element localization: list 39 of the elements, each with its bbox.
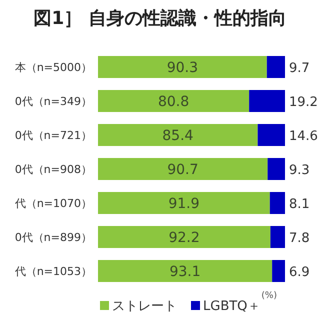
data-label: 9.3 bbox=[289, 163, 310, 178]
data-label: 91.9 bbox=[168, 196, 200, 212]
bar bbox=[249, 90, 285, 112]
text: (%) bbox=[261, 291, 277, 301]
bar bbox=[270, 226, 285, 248]
data-label: 90.7 bbox=[167, 162, 198, 178]
data-label: 92.2 bbox=[168, 230, 200, 246]
data-label: 9.7 bbox=[289, 61, 310, 76]
data-label: 7.8 bbox=[289, 231, 310, 246]
bar bbox=[258, 124, 285, 146]
bar bbox=[266, 56, 285, 78]
y-tick-label: 代（n=1053） bbox=[14, 265, 92, 278]
bar bbox=[268, 158, 285, 180]
data-label: 8.1 bbox=[289, 197, 310, 212]
data-label: 6.9 bbox=[289, 265, 310, 280]
data-label: 19.2 bbox=[289, 95, 318, 110]
bar bbox=[98, 56, 267, 78]
y-tick-label: 本（n=5000） bbox=[14, 61, 92, 74]
bar bbox=[98, 226, 270, 248]
bar bbox=[98, 158, 268, 180]
data-label: 90.3 bbox=[166, 60, 198, 76]
bar bbox=[98, 90, 250, 112]
data-label: 14.6 bbox=[289, 129, 318, 144]
bar bbox=[98, 124, 258, 146]
y-tick-label: 0代（n=908） bbox=[14, 163, 92, 176]
bar bbox=[270, 192, 285, 214]
bar bbox=[98, 192, 270, 214]
bar bbox=[272, 260, 285, 282]
data-label: 80.8 bbox=[158, 94, 190, 110]
data-label: 85.4 bbox=[162, 128, 194, 144]
y-tick-label: 0代（n=721） bbox=[14, 129, 92, 142]
legend-label: ストレート bbox=[112, 299, 177, 314]
chart-title: 図1］ 自身の性認識・性的指向 bbox=[34, 8, 286, 29]
data-label: 93.1 bbox=[169, 264, 201, 280]
y-tick-label: 0代（n=899） bbox=[14, 231, 92, 244]
bar bbox=[98, 260, 272, 282]
y-tick-label: 0代（n=349） bbox=[14, 95, 92, 108]
y-tick-label: 代（n=1070） bbox=[14, 197, 92, 210]
legend-label: LGBTQ＋ bbox=[203, 299, 260, 314]
